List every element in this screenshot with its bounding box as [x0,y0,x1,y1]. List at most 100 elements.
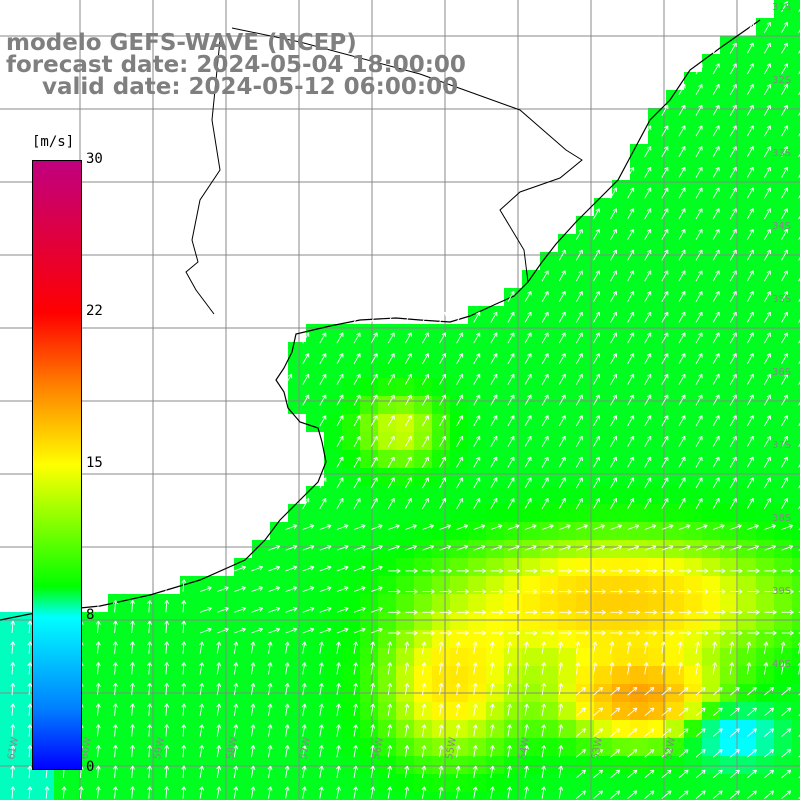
wind-arrow [576,686,586,696]
colorbar-tick: 15 [86,455,103,471]
wind-cell [396,378,414,396]
wind-cell [738,792,756,800]
wind-cell [684,252,702,270]
wind-cell [0,612,18,630]
wind-cell [756,558,774,576]
wind-arrow [250,641,256,654]
wind-arrow [439,456,447,468]
wind-arrow [422,353,429,365]
wind-arrow [729,84,737,96]
wind-cell [414,558,432,576]
wind-arrow [507,630,521,636]
wind-cell [468,378,486,396]
wind-arrow [267,703,273,716]
wind-cell [792,720,800,738]
wind-cell [396,774,414,792]
wind-cell [540,360,558,378]
wind-arrow [593,544,606,551]
wind-arrow [421,662,427,675]
wind-cell [774,18,792,36]
wind-cell [270,540,288,558]
wind-arrow [95,744,101,758]
wind-arrow [712,749,723,758]
wind-cell [126,792,144,800]
wind-arrow [764,394,771,406]
wind-arrow [781,568,794,574]
wind-arrow [712,790,723,799]
wind-cell [378,504,396,522]
wind-cell [720,612,738,630]
wind-cell [594,576,612,594]
wind-arrow [627,568,640,574]
wind-arrow [370,786,376,799]
wind-arrow [593,270,600,282]
wind-arrow [781,373,789,385]
wind-arrow [575,228,583,240]
wind-arrow [353,641,358,654]
wind-cell [486,324,504,342]
wind-cell [738,126,756,144]
coastline [0,19,761,621]
wind-cell [666,180,684,198]
wind-arrow [627,291,635,303]
wind-arrow [678,568,692,574]
wind-cell [774,648,792,666]
wind-cell [774,756,792,774]
wind-arrow [302,606,315,613]
wind-arrow [730,589,743,595]
wind-cell [468,774,486,792]
wind-arrow [593,477,600,489]
wind-cell [648,774,666,792]
wind-arrow [489,682,495,696]
wind-arrow [781,707,792,717]
wind-cell [54,774,72,792]
wind-cell [792,738,800,756]
wind-cell [396,576,414,594]
wind-arrow [730,609,743,615]
wind-cell [252,774,270,792]
wind-cell [666,612,684,630]
wind-arrow [644,291,652,303]
wind-arrow [44,786,50,799]
wind-cell [414,612,432,630]
wind-arrow [404,703,410,716]
wind-cell [270,666,288,684]
wind-arrow [764,311,771,323]
wind-arrow [456,477,464,489]
wind-cell [612,234,630,252]
wind-arrow [593,707,604,717]
wind-cell [414,720,432,738]
wind-cell [558,630,576,648]
wind-cell [360,324,378,342]
wind-cell [342,342,360,360]
wind-arrow [541,786,547,799]
wind-arrow [781,415,789,427]
wind-arrow [267,765,273,778]
wind-arrow [712,249,720,261]
wind-arrow [319,353,327,365]
wind-cell [324,450,342,468]
wind-cell [540,558,558,576]
wind-arrow [746,477,754,489]
wind-cell [720,288,738,306]
wind-cell [414,666,432,684]
wind-cell [702,558,720,576]
wind-cell [630,792,648,800]
wind-arrow [541,415,549,427]
wind-cell [486,378,504,396]
wind-arrow [644,524,657,530]
wind-cell [792,576,800,594]
wind-cell [324,756,342,774]
wind-arrow [575,332,583,344]
wind-cell [720,576,738,594]
wind-cell [36,774,54,792]
wind-cell [306,756,324,774]
wind-cell [486,468,504,486]
wind-arrow [95,641,101,654]
wind-arrow [404,498,412,510]
wind-cell [450,612,468,630]
wind-cell [792,54,800,72]
wind-cell [450,648,468,666]
wind-arrow [575,435,583,447]
